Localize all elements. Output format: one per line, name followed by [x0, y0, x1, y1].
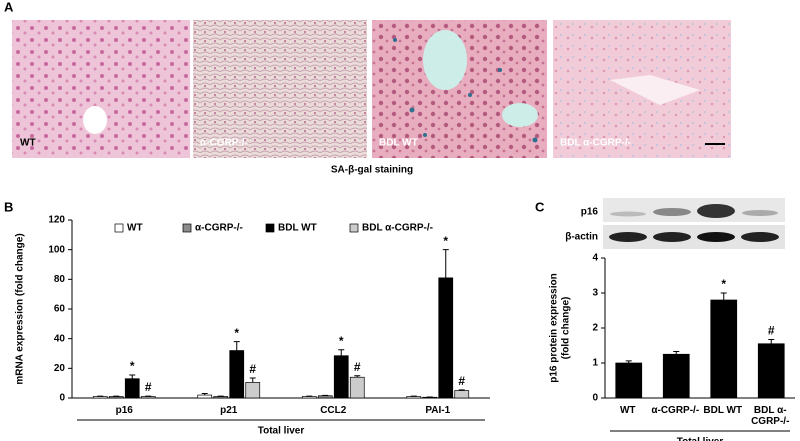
x-tick-label: WT [619, 405, 636, 416]
annotation: * [339, 334, 344, 348]
x-axis-label: Total liver [258, 426, 305, 437]
annotation: * [130, 359, 135, 373]
x-tick-label: α-CGRP-/- [651, 405, 700, 416]
vessel [83, 106, 107, 134]
bar [229, 350, 245, 399]
y-tick-label: 3 [592, 288, 598, 299]
legend-label: α-CGRP-/- [195, 223, 243, 234]
image-label: α-CGRP-/- [200, 138, 248, 149]
bar [197, 394, 213, 399]
legend-swatch [265, 223, 275, 233]
legend-swatch [114, 223, 124, 233]
annotation: * [721, 277, 726, 291]
error-bar [673, 350, 680, 355]
y-axis-label: (fold change) [561, 297, 572, 360]
bar [662, 353, 690, 399]
bar [406, 396, 422, 399]
error-bar [768, 339, 775, 344]
bar [92, 396, 108, 399]
histology-image [193, 20, 367, 158]
error-bar [354, 375, 361, 378]
y-tick-label: 2 [592, 323, 598, 334]
bar [349, 376, 365, 399]
panel-label: B [4, 199, 13, 214]
x-tick-label: BDL α-CGRP-/- [751, 405, 790, 427]
y-tick-label: 1 [592, 358, 598, 369]
y-tick-label: 20 [54, 363, 66, 374]
y-axis-label: p16 protein expression [549, 273, 560, 382]
blot-label: p16 [581, 207, 599, 218]
annotation: # [145, 380, 152, 394]
legend-swatch [349, 223, 359, 233]
x-tick-label: p16 [115, 405, 133, 416]
legend-swatch [182, 223, 192, 233]
annotation: # [354, 360, 361, 374]
legend-label: BDL WT [278, 223, 317, 234]
y-tick-label: 60 [54, 304, 66, 315]
image-label: BDL α-CGRP-/- [560, 138, 631, 149]
bar [140, 396, 156, 399]
bar [301, 396, 317, 399]
x-tick-label: p21 [220, 405, 238, 416]
annotation: # [249, 362, 256, 376]
bar [454, 390, 470, 399]
bar [213, 396, 229, 399]
error-bar [720, 292, 727, 300]
error-bar [458, 389, 465, 391]
vessel [502, 103, 538, 127]
y-tick-label: 80 [54, 274, 66, 285]
stain-dots [393, 38, 538, 143]
error-bar [233, 341, 240, 351]
bar [124, 378, 140, 399]
bar [317, 395, 333, 399]
blot-label: β-actin [565, 232, 598, 243]
x-tick-label: BDL WT [703, 405, 743, 416]
image-label: WT [20, 138, 36, 149]
legend-label: WT [127, 223, 143, 234]
y-tick-label: 120 [48, 215, 65, 226]
panel-label: C [535, 199, 545, 214]
x-axis-label: Total liver [677, 437, 724, 441]
error-bar [442, 249, 449, 278]
y-tick-label: 100 [48, 244, 65, 255]
vessel [610, 75, 700, 105]
y-tick-label: 0 [592, 393, 598, 404]
vessel [423, 30, 467, 90]
blot-bands [609, 204, 779, 242]
y-tick-label: 4 [592, 253, 598, 264]
y-axis-label: mRNA expression (fold change) [15, 233, 26, 384]
bar [710, 299, 738, 399]
error-bar [249, 377, 256, 383]
annotation: # [458, 374, 465, 388]
x-tick-label: PAI-1 [425, 405, 451, 416]
histology-image [12, 20, 190, 158]
blot [603, 198, 785, 222]
bar [615, 362, 643, 399]
annotation: # [768, 324, 775, 338]
annotation: * [443, 234, 448, 248]
error-bar [338, 349, 345, 356]
annotation: * [234, 326, 239, 340]
y-tick-label: 40 [54, 333, 66, 344]
legend-label: BDL α-CGRP-/- [362, 223, 433, 234]
panel-label: A [4, 0, 14, 14]
y-tick-label: 0 [59, 393, 65, 404]
image-label: BDL WT [379, 138, 418, 149]
bar [757, 343, 785, 399]
bar [438, 277, 454, 399]
bar [333, 355, 349, 399]
error-bar [201, 393, 208, 396]
bar [108, 396, 124, 399]
caption: SA-β-gal staining [331, 165, 413, 176]
x-tick-label: CCL2 [320, 405, 347, 416]
error-bar [129, 374, 136, 379]
bar [245, 382, 261, 399]
error-bar [625, 360, 632, 363]
